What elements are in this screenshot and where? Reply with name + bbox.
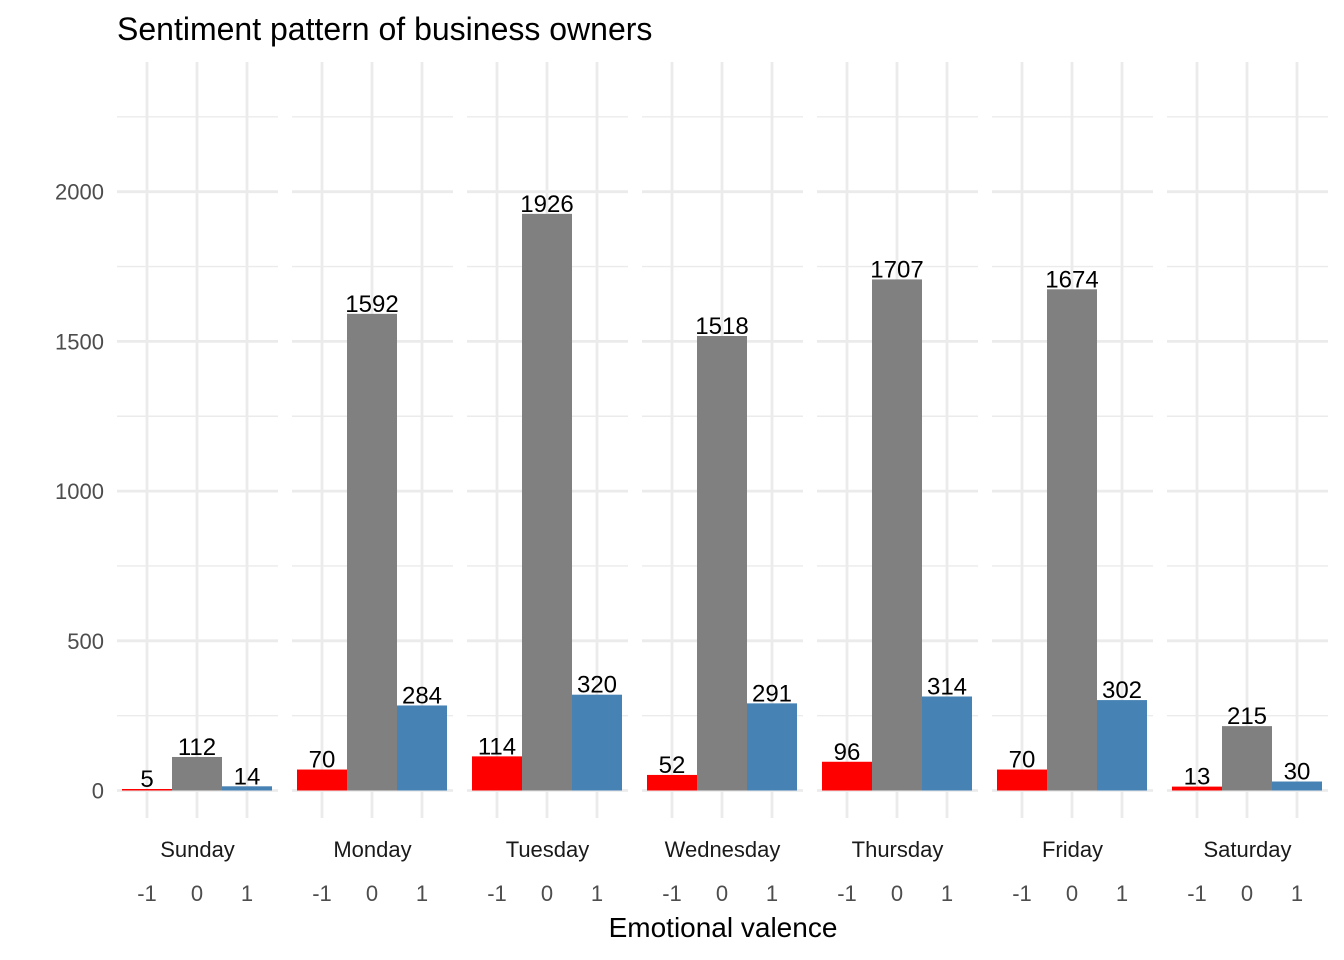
facet-strip-label: Thursday	[852, 837, 944, 862]
bar	[347, 313, 397, 791]
data-label: 320	[577, 672, 617, 699]
x-axis-title: Emotional valence	[609, 912, 838, 943]
x-tick-label: 0	[366, 881, 378, 906]
bar	[822, 761, 872, 791]
bar	[1172, 786, 1222, 791]
data-label: 215	[1227, 703, 1267, 730]
bar	[922, 696, 972, 791]
x-tick-label: 1	[766, 881, 778, 906]
x-tick-label: -1	[487, 881, 507, 906]
x-tick-label: -1	[1012, 881, 1032, 906]
x-tick-label: 0	[716, 881, 728, 906]
x-tick-label: 0	[891, 881, 903, 906]
facet-strip-label: Tuesday	[506, 837, 590, 862]
data-label: 5	[140, 766, 153, 793]
data-label: 1674	[1045, 266, 1098, 293]
facet-strip-labels: Sunday Monday Tuesday Wednesday Thursday Frid…	[160, 837, 1291, 862]
data-label: 1592	[345, 291, 398, 318]
x-tick-label: -1	[837, 881, 857, 906]
x-tick-label: 1	[416, 881, 428, 906]
bar	[647, 774, 697, 791]
bars-layer	[122, 213, 1322, 791]
x-tick-label: 1	[1291, 881, 1303, 906]
y-tick-label: 1500	[55, 329, 104, 354]
bar	[122, 789, 172, 791]
bar	[472, 756, 522, 791]
data-labels-layer: 5 112 14 70 1592 284 114 1926 320 52 1518 291 96 1707…	[140, 191, 1310, 793]
bar	[572, 694, 622, 791]
data-label: 14	[234, 763, 261, 790]
bar	[1222, 726, 1272, 791]
bar	[697, 336, 747, 791]
bar	[1272, 781, 1322, 791]
x-tick-label: 1	[591, 881, 603, 906]
bar	[1047, 289, 1097, 791]
x-tick-label: -1	[312, 881, 332, 906]
data-label: 314	[927, 673, 967, 700]
data-label: 1926	[520, 191, 573, 218]
data-label: 284	[402, 682, 442, 709]
data-label: 291	[752, 680, 792, 707]
bar	[872, 279, 922, 791]
bar	[1097, 700, 1147, 791]
bar	[297, 769, 347, 791]
x-tick-label: 0	[1066, 881, 1078, 906]
data-label: 70	[1009, 747, 1036, 774]
x-axis: -1 0 1 -1 0 1 -1 0 1 -1 0 1 -1 0 1 -1 0 1 -1 0 1	[137, 881, 1303, 906]
x-tick-label: -1	[137, 881, 157, 906]
x-tick-label: 1	[241, 881, 253, 906]
x-tick-label: -1	[662, 881, 682, 906]
data-label: 114	[478, 733, 516, 760]
bar	[397, 705, 447, 791]
data-label: 70	[309, 747, 336, 774]
x-tick-label: 0	[1241, 881, 1253, 906]
y-tick-label: 2000	[55, 180, 104, 205]
facet-strip-label: Friday	[1042, 837, 1103, 862]
facet-strip-label: Sunday	[160, 837, 235, 862]
data-label: 52	[659, 752, 686, 779]
data-label: 1518	[695, 313, 748, 340]
bar	[997, 769, 1047, 791]
bar	[222, 786, 272, 791]
facet-strip-label: Saturday	[1203, 837, 1291, 862]
chart-title: Sentiment pattern of business owners	[117, 11, 652, 47]
data-label: 112	[178, 734, 216, 761]
x-tick-label: 0	[541, 881, 553, 906]
bar	[747, 703, 797, 791]
y-tick-label: 1000	[55, 479, 104, 504]
x-tick-label: 0	[191, 881, 203, 906]
x-tick-label: -1	[1187, 881, 1207, 906]
data-label: 96	[834, 739, 861, 766]
y-tick-label: 0	[92, 779, 104, 804]
facet-strip-label: Monday	[333, 837, 411, 862]
y-tick-label: 500	[67, 629, 104, 654]
facet-strip-label: Wednesday	[665, 837, 781, 862]
y-axis: 0 500 1000 1500 2000	[55, 180, 104, 804]
data-label: 30	[1284, 759, 1311, 786]
bar	[172, 756, 222, 791]
data-label: 302	[1102, 677, 1142, 704]
x-tick-label: 1	[1116, 881, 1128, 906]
x-tick-label: 1	[941, 881, 953, 906]
data-label: 13	[1184, 764, 1211, 791]
bar	[522, 213, 572, 791]
data-label: 1707	[870, 256, 923, 283]
